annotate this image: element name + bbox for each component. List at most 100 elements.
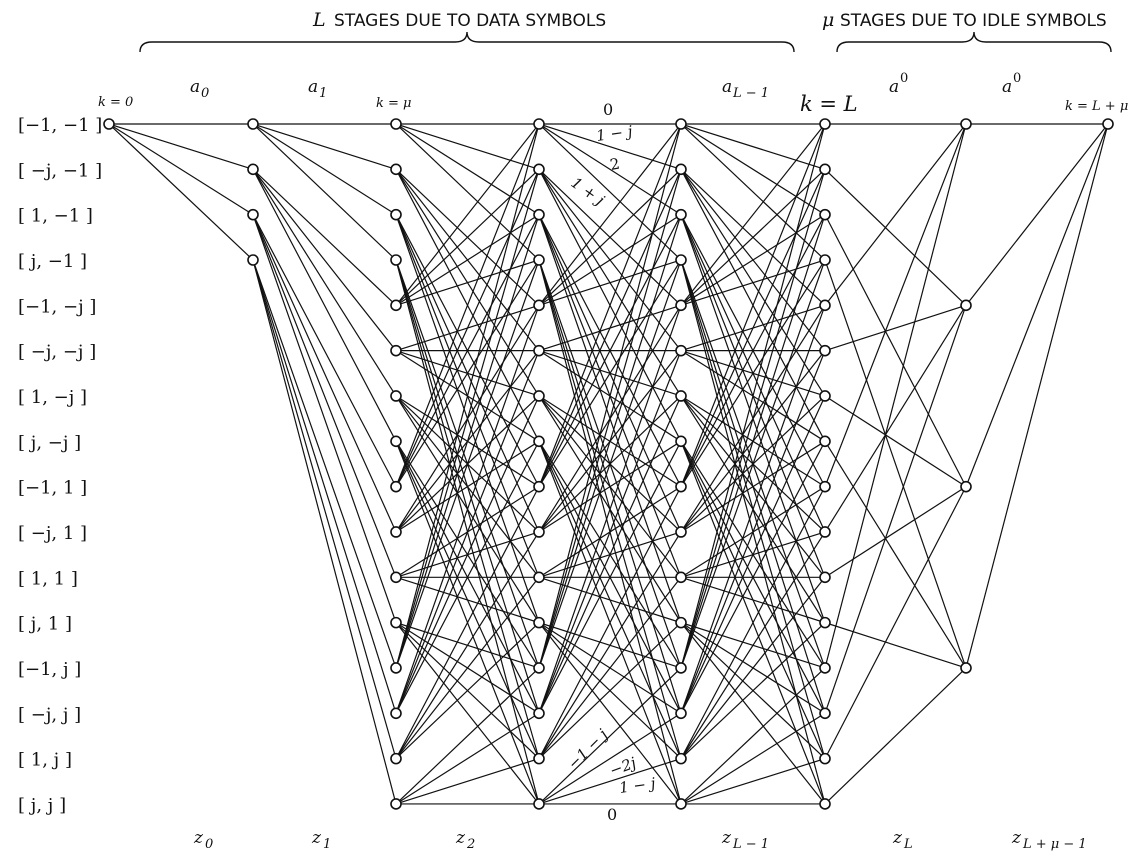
- trellis-node: [819, 118, 831, 130]
- trellis-node: [390, 435, 402, 448]
- trellis-branch: [680, 169, 826, 487]
- trellis-node: [675, 299, 687, 312]
- trellis-node: [819, 662, 831, 674]
- branch-label-top-2: 2: [609, 155, 622, 174]
- trellis-branch: [395, 259, 540, 487]
- trellis-node: [533, 344, 545, 357]
- trellis-node: [675, 752, 687, 765]
- svg-text:L: L: [903, 837, 913, 852]
- trellis-node: [960, 480, 972, 493]
- trellis-branch: [252, 259, 397, 805]
- trellis-branch: [538, 667, 682, 805]
- trellis-node: [960, 662, 972, 674]
- bottom-output-zL1: z L − 1: [721, 828, 769, 852]
- trellis-branch: [824, 486, 967, 578]
- trellis-branch: [395, 622, 540, 760]
- trellis-node: [533, 662, 545, 674]
- trellis-branch: [538, 214, 682, 669]
- trellis-branch: [538, 169, 682, 487]
- svg-text:L + μ − 1: L + μ − 1: [1022, 837, 1087, 852]
- trellis-branch: [538, 123, 682, 216]
- trellis-branch: [538, 758, 682, 805]
- svg-text:L − 1: L − 1: [732, 837, 769, 852]
- trellis-branch: [680, 123, 826, 216]
- trellis-branch: [680, 667, 826, 805]
- trellis-node: [819, 299, 831, 312]
- trellis-branch: [538, 259, 682, 487]
- trellis-branch: [108, 123, 254, 216]
- trellis-branch: [680, 123, 826, 261]
- trellis-branch: [252, 169, 397, 442]
- trellis-node: [533, 254, 545, 266]
- trellis-branch: [680, 758, 826, 805]
- trellis-branch: [395, 440, 540, 533]
- state-label: [ −j, −1 ]: [18, 160, 102, 181]
- trellis-node: [675, 526, 687, 538]
- trellis-branch: [538, 123, 682, 306]
- trellis-node: [819, 390, 831, 402]
- trellis-branch: [538, 123, 682, 170]
- svg-text:a: a: [722, 77, 732, 97]
- trellis-node: [390, 344, 402, 357]
- top-input-aL1: a L − 1: [722, 77, 769, 101]
- trellis-branch: [680, 168, 826, 306]
- trellis-node: [675, 435, 687, 448]
- top-input-a0: a 0: [190, 77, 209, 101]
- trellis-node: [247, 118, 259, 130]
- svg-text:0: 0: [205, 837, 213, 852]
- svg-text:a: a: [889, 77, 899, 97]
- branch-label-top-1: 1 − j: [595, 122, 634, 145]
- state-label: [ −j, j ]: [18, 704, 81, 725]
- bottom-output-zLmu1: z L + μ − 1: [1011, 828, 1087, 852]
- trellis-branch: [108, 123, 254, 170]
- trellis-branch: [824, 395, 967, 488]
- trellis-node: [675, 163, 687, 176]
- trellis-node: [819, 707, 831, 720]
- trellis-node: [675, 662, 687, 674]
- data-stages-heading: L STAGES DUE TO DATA SYMBOLS: [139, 9, 795, 53]
- svg-text:0: 0: [201, 86, 209, 101]
- trellis-branch: [824, 123, 967, 669]
- stage-marker-kL: k = L: [800, 92, 858, 116]
- trellis-branch: [680, 123, 826, 487]
- svg-text:0: 0: [900, 71, 908, 86]
- trellis-branch: [252, 214, 397, 487]
- trellis-node: [819, 616, 831, 629]
- trellis-node: [533, 571, 545, 584]
- state-labels: [−1, −1 ] [ −j, −1 ] [ 1, −1 ] [ j, −1 ] [−1…: [18, 115, 102, 816]
- trellis-branch: [680, 214, 826, 306]
- trellis-node: [1102, 118, 1114, 130]
- state-label: [−1, −1 ]: [18, 115, 102, 136]
- state-label: [ −j, −j ]: [18, 342, 96, 363]
- trellis-branch: [395, 168, 540, 306]
- trellis-node: [533, 435, 545, 448]
- idle-stages-heading: μ STAGES DUE TO IDLE SYMBOLS: [822, 9, 1112, 53]
- trellis-node: [960, 299, 972, 312]
- trellis-node: [390, 798, 402, 810]
- trellis-branch: [680, 305, 826, 714]
- trellis-node: [819, 435, 831, 448]
- bottom-output-z0: z 0: [193, 828, 213, 852]
- state-label: [ −j, 1 ]: [18, 523, 87, 544]
- trellis-branch: [395, 305, 540, 714]
- trellis-branch: [538, 441, 682, 714]
- trellis-branch: [395, 667, 540, 805]
- trellis-branch: [538, 259, 682, 306]
- trellis-branch: [680, 214, 826, 487]
- trellis-node: [390, 571, 402, 584]
- bottom-output-z1: z 1: [311, 828, 331, 852]
- trellis-branch: [395, 123, 540, 261]
- trellis-node: [819, 163, 831, 176]
- top-input-idle-2: a 0: [1002, 71, 1021, 97]
- svg-text:a: a: [1002, 77, 1012, 97]
- trellis-branch: [538, 259, 682, 669]
- state-label: [ 1, j ]: [18, 750, 72, 771]
- trellis-node: [675, 480, 687, 493]
- trellis-branch: [395, 214, 540, 306]
- trellis-branch: [252, 259, 397, 669]
- trellis-branch: [395, 169, 540, 669]
- svg-text:1: 1: [323, 837, 331, 852]
- trellis-node: [675, 571, 687, 584]
- trellis-branch: [824, 123, 967, 487]
- trellis-branch: [395, 395, 540, 714]
